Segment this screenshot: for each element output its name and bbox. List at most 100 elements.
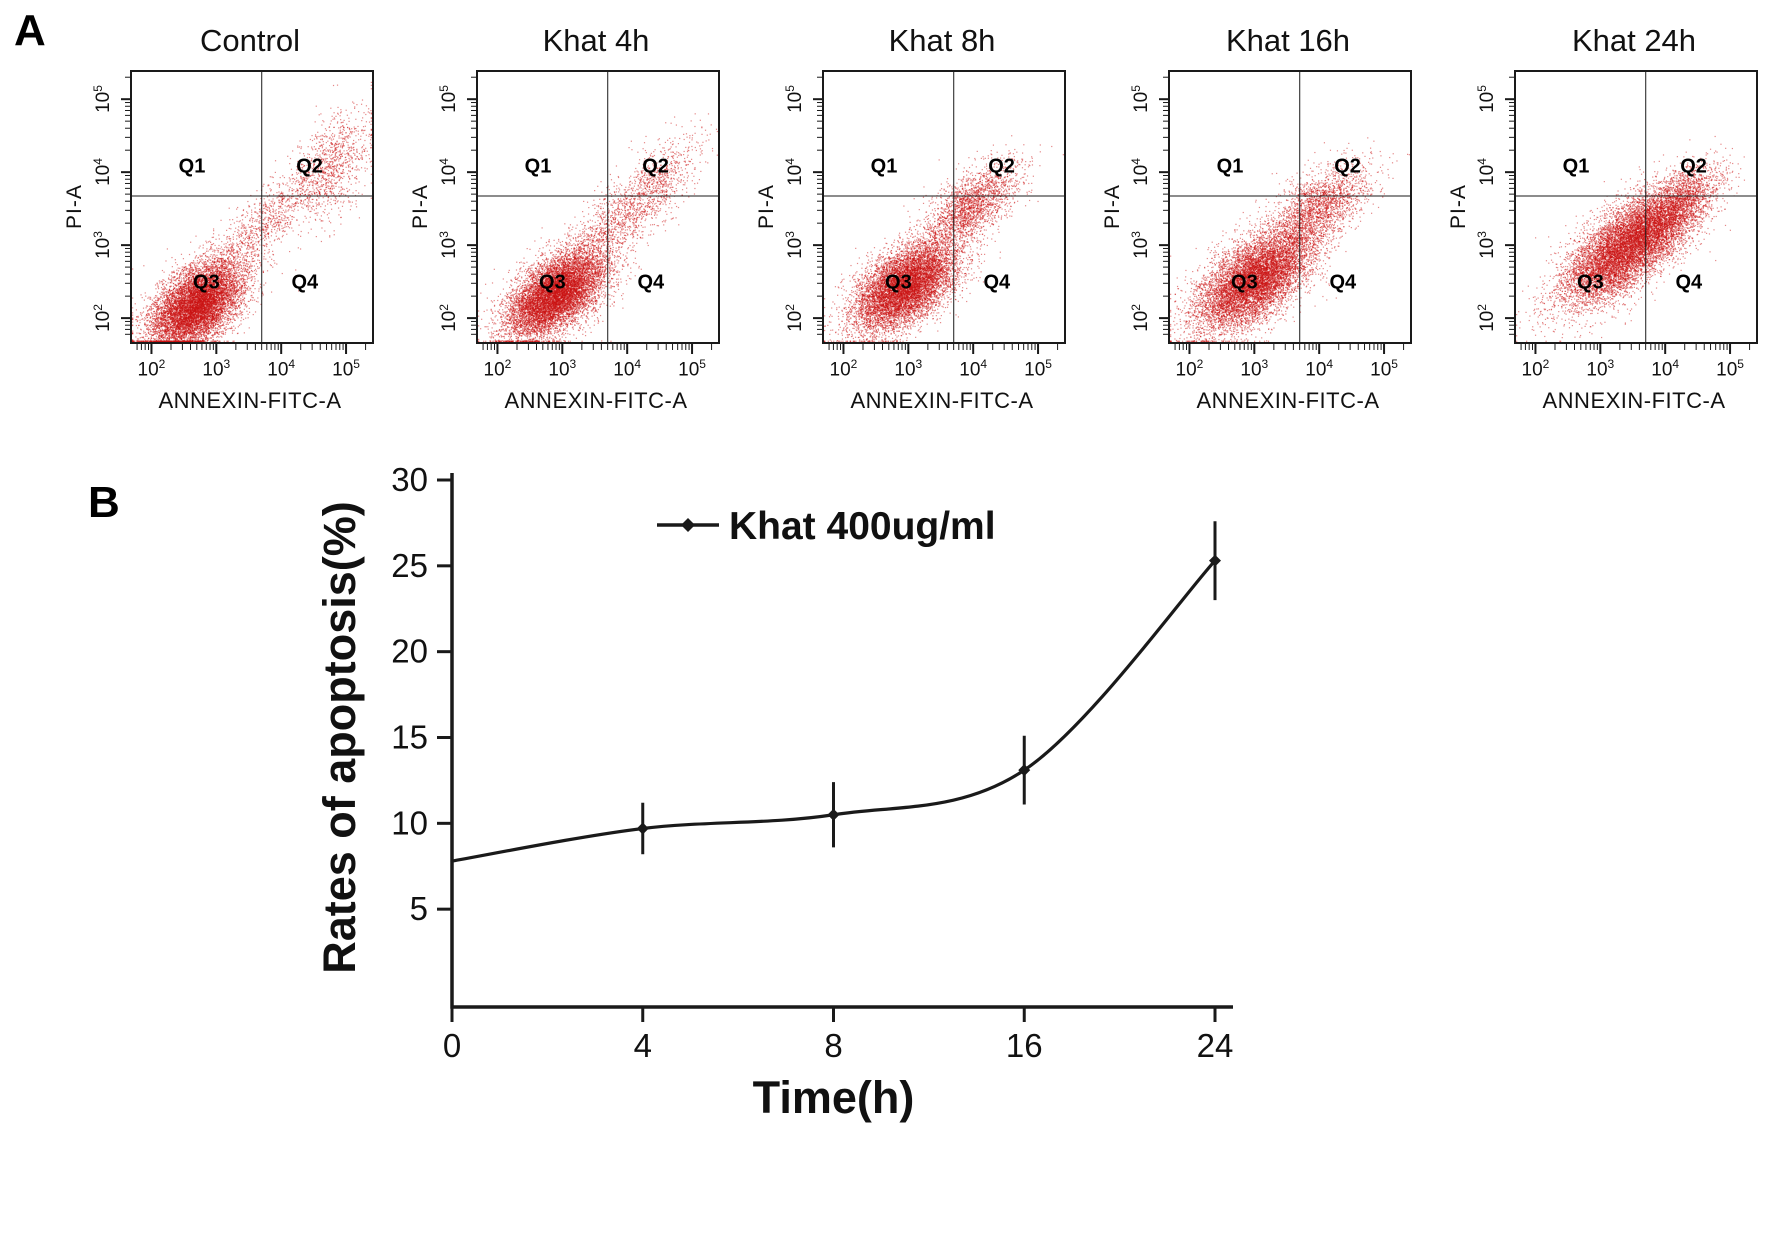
quadrant-label-q4: Q4 <box>1675 271 1703 294</box>
flow-x-tick-label: 102 <box>1521 357 1550 381</box>
flow-x-tick-label: 103 <box>202 357 231 381</box>
flow-y-tick-label: 102 <box>1128 304 1153 333</box>
quadrant-label-q2: Q2 <box>1334 155 1361 177</box>
flow-plot-area: Q1 Q2 Q3 Q4 <box>1168 70 1412 344</box>
flow-x-axis-label: ANNEXIN-FITC-A <box>504 388 688 413</box>
flow-x-tick-marks <box>136 344 367 354</box>
flow-x-axis: 102 103 104 105 <box>476 344 720 386</box>
quadrant-label-q4: Q4 <box>291 271 319 294</box>
flow-plot-title: Khat 4h <box>542 23 650 58</box>
x-tick-label: 16 <box>1006 1027 1043 1064</box>
quadrant-label-q2: Q2 <box>1680 155 1707 177</box>
flow-x-tick-label: 105 <box>678 357 706 381</box>
quadrant-label-q1: Q1 <box>1562 155 1590 177</box>
y-axis-title: Rates of apoptosis(%) <box>314 501 365 974</box>
flow-x-axis-label: ANNEXIN-FITC-A <box>850 388 1034 413</box>
quadrant-label-q2: Q2 <box>988 155 1015 177</box>
flow-x-tick-label: 103 <box>1586 357 1615 381</box>
flow-plot-body: PI-A 102 103 104 105 Q1 Q2 Q3 Q4 <box>408 70 730 344</box>
flow-x-tick-label: 104 <box>267 357 296 381</box>
flow-y-tick-label: 103 <box>90 231 115 260</box>
flow-plot: Khat 8h PI-A 102 103 104 105 Q1 Q2 Q3 Q4 102 103 104… <box>754 12 1076 414</box>
flow-plot-body: PI-A 102 103 104 105 Q1 Q2 Q3 Q4 <box>1100 70 1422 344</box>
flow-y-tick-label: 105 <box>90 85 115 114</box>
flow-scatter-canvas <box>1170 72 1410 342</box>
flow-x-tick-marks <box>1520 344 1751 354</box>
quadrant-label-q3: Q3 <box>885 271 912 294</box>
flow-y-tick-marks <box>121 76 130 335</box>
flow-plot: Khat 16h PI-A 102 103 104 105 Q1 Q2 Q3 Q4 102 103 10… <box>1100 12 1422 414</box>
flow-y-tick-label: 104 <box>436 158 461 187</box>
flow-y-tick-label: 102 <box>782 304 807 333</box>
quadrant-label-q4: Q4 <box>1329 271 1357 294</box>
flow-plot-area: Q1 Q2 Q3 Q4 <box>476 70 720 344</box>
quadrant-label-q4: Q4 <box>983 271 1011 294</box>
quadrant-label-q4: Q4 <box>637 271 665 294</box>
flow-y-axis: 102 103 104 105 <box>1126 70 1168 344</box>
x-tick-label: 4 <box>634 1027 652 1064</box>
quadrant-label-q2: Q2 <box>642 155 669 177</box>
flow-y-axis: 102 103 104 105 <box>434 70 476 344</box>
flow-x-axis: 102 103 104 105 <box>1168 344 1412 386</box>
flow-x-tick-marks <box>828 344 1059 354</box>
flow-y-tick-label: 103 <box>1128 231 1153 260</box>
flow-scatter-canvas <box>132 72 372 342</box>
legend-diamond-marker <box>681 518 695 532</box>
flow-plot-title: Khat 16h <box>1225 23 1351 58</box>
flow-y-tick-label: 105 <box>1474 85 1499 114</box>
y-tick-label: 30 <box>391 461 428 498</box>
flow-x-tick-label: 104 <box>1305 357 1334 381</box>
flow-y-tick-label: 102 <box>90 304 115 333</box>
flow-y-tick-label: 103 <box>1474 231 1499 260</box>
flow-plot-area: Q1 Q2 Q3 Q4 <box>822 70 1066 344</box>
flow-x-axis: 102 103 104 105 <box>130 344 374 386</box>
panel-a-label: A <box>14 6 46 55</box>
flow-y-axis: 102 103 104 105 <box>88 70 130 344</box>
legend-label: Khat 400ug/ml <box>729 505 996 548</box>
flow-plot-body: PI-A 102 103 104 105 Q1 Q2 Q3 Q4 <box>62 70 384 344</box>
flow-y-tick-label: 103 <box>436 231 461 260</box>
y-tick-label: 15 <box>391 719 428 756</box>
x-tick-label: 8 <box>824 1027 842 1064</box>
flow-x-axis: 102 103 104 105 <box>822 344 1066 386</box>
flow-y-tick-label: 102 <box>436 304 461 333</box>
flow-x-tick-label: 102 <box>829 357 858 381</box>
y-tick-label: 25 <box>391 547 428 584</box>
flow-plot-area: Q1 Q2 Q3 Q4 <box>1514 70 1758 344</box>
flow-x-tick-label: 104 <box>1651 357 1680 381</box>
flow-scatter-canvas <box>824 72 1064 342</box>
data-point-marker <box>1209 554 1221 567</box>
flow-plot-title: Khat 24h <box>1571 23 1697 58</box>
y-tick-label: 20 <box>391 633 428 670</box>
x-tick-label: 0 <box>443 1027 461 1064</box>
flow-x-tick-label: 105 <box>1024 357 1052 381</box>
flow-y-tick-label: 104 <box>1128 158 1153 187</box>
axes-lines <box>450 473 1233 1009</box>
data-point-marker <box>827 808 840 821</box>
flow-y-axis-label: PI-A <box>63 184 86 230</box>
flow-x-tick-label: 105 <box>332 357 360 381</box>
panel-b: B 5 10 15 20 25 30 0 4 8 16 24 Rates of apoptosis(%… <box>0 450 1780 1257</box>
flow-x-tick-marks <box>1174 344 1405 354</box>
flow-x-tick-label: 103 <box>894 357 923 381</box>
flow-x-tick-label: 102 <box>483 357 512 381</box>
flow-y-tick-marks <box>1159 76 1168 335</box>
apoptosis-curve <box>450 559 1217 863</box>
flow-y-tick-label: 104 <box>90 158 115 187</box>
flow-y-tick-label: 104 <box>1474 158 1499 187</box>
quadrant-label-q3: Q3 <box>1577 271 1604 294</box>
flow-plot-title: Khat 8h <box>888 23 996 58</box>
flow-y-tick-label: 105 <box>782 85 807 114</box>
flow-y-tick-label: 103 <box>782 231 807 260</box>
flow-y-axis-label: PI-A <box>1101 184 1124 230</box>
quadrant-label-q3: Q3 <box>539 271 566 294</box>
flow-x-tick-marks <box>482 344 713 354</box>
flow-plot: Control PI-A 102 103 104 105 Q1 Q2 Q3 Q4 102 103 104… <box>62 12 384 414</box>
flow-scatter-canvas <box>1516 72 1756 342</box>
quadrant-label-q1: Q1 <box>178 155 206 177</box>
flow-scatter-canvas <box>478 72 718 342</box>
flow-x-axis-label: ANNEXIN-FITC-A <box>1542 388 1726 413</box>
data-point-marker <box>1018 764 1031 777</box>
quadrant-label-q1: Q1 <box>870 155 898 177</box>
flow-x-tick-label: 102 <box>137 357 166 381</box>
